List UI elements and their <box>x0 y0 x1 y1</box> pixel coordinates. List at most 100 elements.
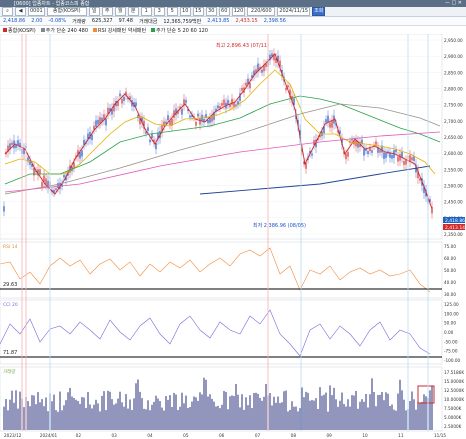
volume-bar <box>31 395 33 430</box>
code-input[interactable]: 0001 <box>28 7 45 16</box>
price-tick: 2,750.00 <box>444 103 463 108</box>
amount-label: 거래대금 <box>138 18 158 25</box>
candle-body <box>111 108 113 115</box>
volume-bar <box>389 406 391 430</box>
volume-bar <box>249 395 251 430</box>
period-day[interactable]: 일 <box>88 7 100 16</box>
quote-bar: 2,418.86 2.00 -0.08% 거래량 625,327 97.48 거… <box>0 17 466 26</box>
candle-body <box>347 152 349 157</box>
volume-bar <box>163 410 165 430</box>
search-button[interactable]: 조회 <box>312 7 326 16</box>
candle-body <box>405 159 407 165</box>
volume-bar <box>53 394 55 430</box>
volume-bar <box>233 396 235 430</box>
candle-body <box>45 178 47 185</box>
volume-bar <box>347 399 349 430</box>
candle-body <box>63 175 65 178</box>
candle-body <box>411 157 413 161</box>
volume-bar <box>59 391 61 430</box>
vertical-markers <box>21 34 429 431</box>
volume-bar <box>83 397 85 430</box>
period-5[interactable]: 5 <box>166 7 178 16</box>
volume-bar <box>151 404 153 430</box>
ma-label[interactable]: 주가 단순 240 480 <box>40 27 88 34</box>
count-field[interactable]: 220/600 <box>247 7 276 16</box>
period-120[interactable]: 120 <box>231 7 246 16</box>
period-10[interactable]: 10 <box>179 7 191 16</box>
volume-bar <box>55 410 57 430</box>
candle-body <box>219 106 221 109</box>
candle-body <box>205 114 207 118</box>
volume-bar <box>161 407 163 430</box>
volume-bar <box>155 395 157 430</box>
volume-bar <box>265 383 267 430</box>
candle-body <box>317 137 319 141</box>
volume-bar <box>81 397 83 430</box>
volume-bar <box>247 405 249 430</box>
volume-bar <box>173 392 175 430</box>
ma-20-line <box>4 69 436 175</box>
volume-bar <box>371 378 373 430</box>
date-field[interactable]: 2024/11/15 <box>277 7 311 16</box>
period-month[interactable]: 월 <box>114 7 126 16</box>
volume-bar <box>183 403 185 430</box>
name-field[interactable]: 종합(KOSPI) <box>46 7 87 16</box>
candle-body <box>61 183 63 187</box>
ref-price-label: 2,413.14 <box>445 225 465 231</box>
cci-level-label: 71.87 <box>3 350 17 356</box>
chart-area[interactable]: 최고 2,896.43 (07/11) 최저 2,386.96 (08/05) … <box>0 34 466 439</box>
open-price: 2,413.85 <box>207 18 230 24</box>
candle-body <box>95 120 97 127</box>
main-series-label[interactable]: 종합(KOSPI) <box>3 27 36 34</box>
candle-body <box>343 150 345 154</box>
window-controls[interactable]: — □ ✕ <box>444 0 462 6</box>
volume-bar <box>327 411 329 430</box>
period-30[interactable]: 30 <box>205 7 217 16</box>
volume-bar <box>67 392 69 430</box>
candle-body <box>419 178 421 181</box>
candle-body <box>399 154 401 161</box>
period-1[interactable]: 1 <box>140 7 152 16</box>
price-tick: 2,350.00 <box>444 232 463 237</box>
price-tick: 2,500.00 <box>444 184 463 189</box>
month-tick: 03 <box>112 433 118 438</box>
volume-bar <box>263 396 265 430</box>
volume-highlight-box <box>417 385 435 404</box>
volume-bar <box>133 398 135 430</box>
rsi-level-label: 29.63 <box>3 282 17 288</box>
search-icon[interactable]: ⌕ <box>2 7 13 16</box>
volume-bar <box>27 401 29 430</box>
volume-bar <box>191 401 193 430</box>
volume-bar <box>395 410 397 430</box>
volume-bar <box>199 392 201 430</box>
candle-body <box>247 78 249 85</box>
volume-bar <box>391 404 393 430</box>
volume-bar <box>99 411 101 430</box>
rsi-pattern-label[interactable]: RSI 강세패턴 약세패턴 <box>93 27 146 34</box>
period-3[interactable]: 3 <box>153 7 165 16</box>
period-week[interactable]: 주 <box>101 7 113 16</box>
period-min[interactable]: 분 <box>127 7 139 16</box>
candle-body <box>257 63 259 72</box>
month-tick: 11/15 <box>434 433 446 438</box>
volume-bar <box>159 401 161 430</box>
volume-bar <box>193 396 195 430</box>
volume-bar <box>127 408 129 430</box>
volume-bar <box>431 385 433 430</box>
rsi-tick: 60.00 <box>444 256 456 261</box>
volume-bar <box>397 393 399 430</box>
period-15[interactable]: 15 <box>192 7 204 16</box>
prev-icon[interactable]: ◀ <box>15 7 26 16</box>
volume-bar <box>253 392 255 430</box>
period-60[interactable]: 60 <box>218 7 230 16</box>
ma2-label[interactable]: 주가 단순 5 20 60 120 <box>151 27 208 34</box>
candle-body <box>255 69 257 74</box>
candle-body <box>263 64 265 72</box>
candle-body <box>305 162 307 169</box>
candle-body <box>119 93 121 97</box>
last-price-label: 2,418.86 <box>445 218 465 224</box>
volume-bar <box>103 391 105 430</box>
volume-bar <box>219 408 221 430</box>
candle-body <box>377 147 379 153</box>
volume-bar <box>145 409 147 430</box>
